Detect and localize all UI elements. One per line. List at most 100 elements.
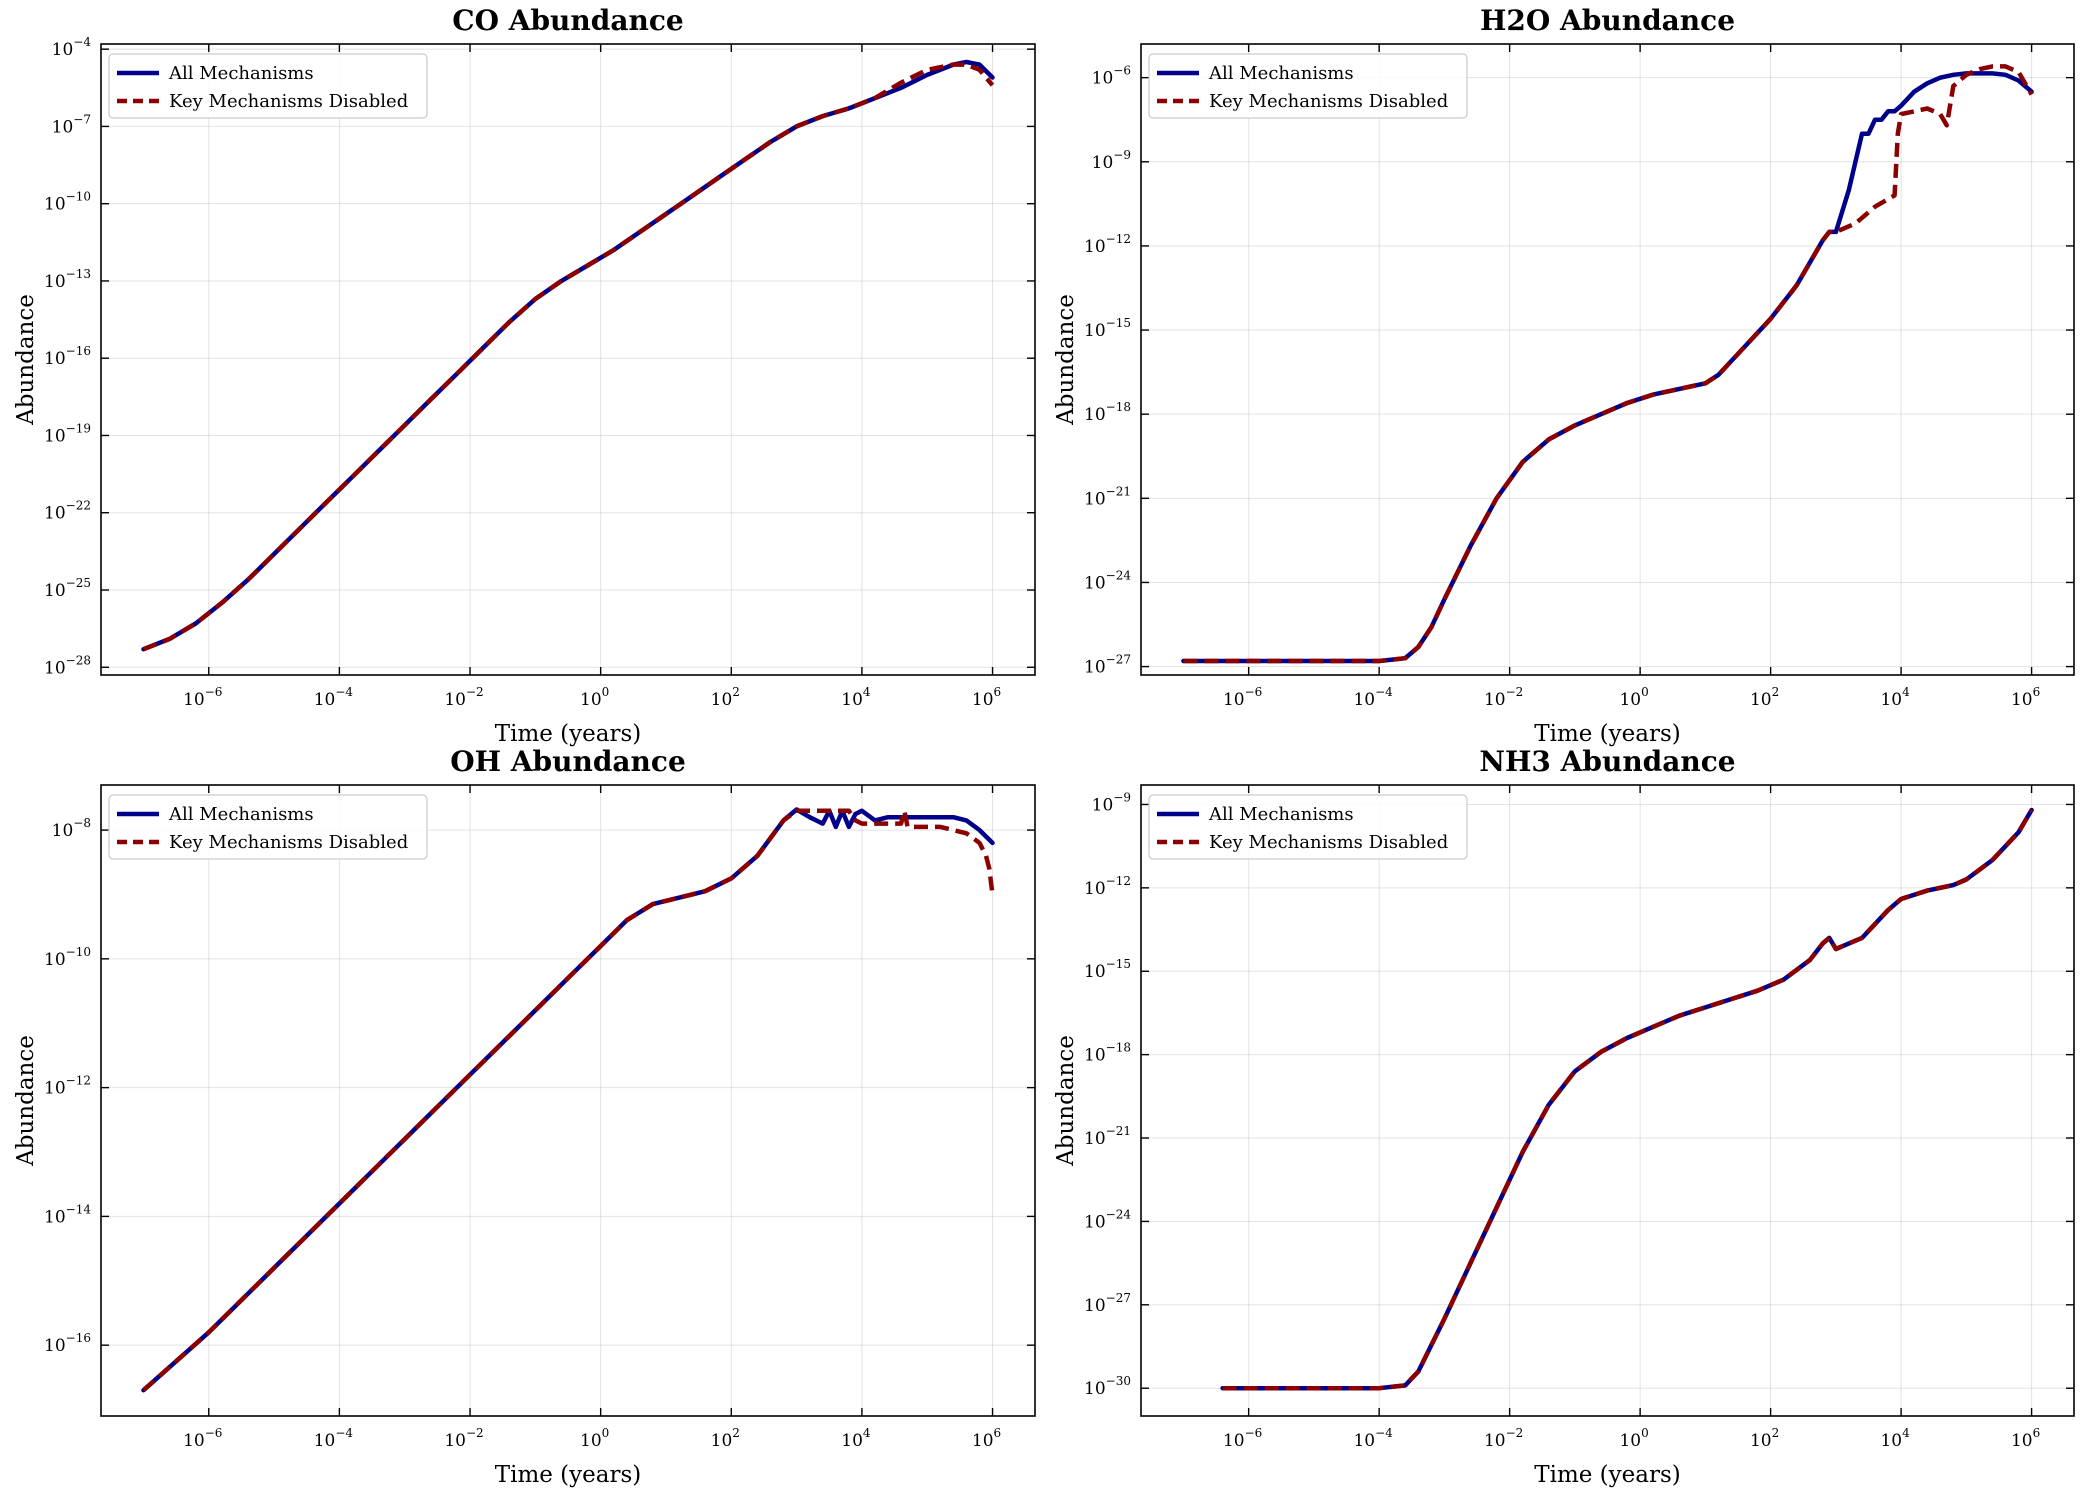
x-tick-label: 102 (711, 685, 740, 710)
x-tick-label: 10−4 (314, 685, 354, 710)
y-tick-label: 10−13 (44, 267, 91, 292)
legend-box (108, 53, 428, 119)
x-axis-label: Time (years) (495, 721, 642, 747)
series-line-key-mechanisms-disabled (142, 62, 995, 652)
y-tick-label: 10−4 (52, 35, 92, 60)
legend-label: All Mechanisms (168, 804, 314, 825)
chart-title: CO Abundance (452, 4, 683, 37)
plot-frame (100, 43, 1036, 676)
chart-title: H2O Abundance (1480, 4, 1735, 37)
x-tick-label: 100 (580, 685, 609, 710)
subplot-2: 10−6 10−4 10−2 100 102 104 106 10−16 10−14 10−12 1… (13, 745, 1036, 1488)
legend-label: All Mechanisms (168, 63, 314, 84)
x-tick-label: 106 (972, 685, 1001, 710)
legend-label: Key Mechanisms Disabled (169, 832, 408, 853)
y-tick-label: 10−12 (44, 1074, 91, 1099)
x-tick-label: 102 (1750, 685, 1779, 710)
y-tick-label: 10−16 (44, 1331, 91, 1356)
legend: All Mechanisms Key Mechanisms Disabled (1148, 53, 1468, 119)
y-tick-label: 10−25 (44, 576, 91, 601)
y-axis-label: Abundance (1053, 294, 1079, 426)
y-tick-label: 10−10 (44, 945, 91, 970)
y-tick-label: 10−8 (52, 816, 91, 841)
x-tick-label: 106 (2011, 685, 2040, 710)
series-line-all-mechanisms (141, 807, 995, 1393)
y-tick-label: 10−15 (1084, 957, 1131, 982)
x-tick-label: 100 (1619, 1426, 1648, 1451)
x-tick-label: 10−4 (1353, 685, 1393, 710)
series-line-key-mechanisms-disabled (142, 808, 995, 1392)
x-tick-label: 10−4 (1353, 1426, 1393, 1451)
y-tick-label: 10−14 (44, 1202, 91, 1227)
y-axis-label: Abundance (13, 1035, 39, 1167)
y-tick-label: 10−18 (1084, 400, 1131, 425)
y-tick-label: 10−15 (1084, 316, 1131, 341)
y-tick-label: 10−28 (44, 653, 91, 678)
y-tick-label: 10−7 (52, 112, 91, 137)
x-tick-label: 10−6 (183, 1426, 222, 1451)
x-tick-label: 10−2 (1484, 1426, 1523, 1451)
y-tick-label: 10−9 (1092, 148, 1131, 173)
y-tick-label: 10−30 (1084, 1374, 1131, 1399)
x-tick-label: 102 (711, 1426, 740, 1451)
x-tick-label: 10−6 (183, 685, 222, 710)
y-tick-label: 10−16 (44, 344, 91, 369)
x-tick-label: 100 (1619, 685, 1648, 710)
y-axis-label: Abundance (1053, 1035, 1079, 1167)
x-tick-label: 100 (580, 1426, 609, 1451)
y-tick-label: 10−12 (1084, 874, 1131, 899)
legend-box (1148, 794, 1468, 860)
x-tick-label: 106 (2011, 1426, 2040, 1451)
x-tick-label: 104 (841, 1426, 871, 1451)
y-tick-label: 10−10 (44, 190, 91, 215)
x-axis-label: Time (years) (495, 1462, 642, 1488)
x-axis-label: Time (years) (1534, 721, 1681, 747)
plot-frame (100, 784, 1036, 1417)
x-tick-label: 104 (841, 685, 871, 710)
y-tick-label: 10−18 (1084, 1041, 1131, 1066)
subplot-0: 10−6 10−4 10−2 100 102 104 106 10−28 10−25 10−22 1… (13, 4, 1036, 747)
y-tick-label: 10−21 (1084, 1124, 1131, 1149)
series-line-all-mechanisms (1220, 807, 2034, 1391)
y-tick-label: 10−27 (1084, 1291, 1131, 1316)
subplot-1: 10−6 10−4 10−2 100 102 104 106 10−27 10−24 10−21 1… (1053, 4, 2075, 747)
x-tick-label: 10−4 (314, 1426, 354, 1451)
y-tick-label: 10−19 (44, 421, 91, 446)
legend-label: All Mechanisms (1208, 63, 1354, 84)
y-tick-label: 10−22 (44, 499, 91, 524)
x-tick-label: 104 (1880, 685, 1910, 710)
legend-label: Key Mechanisms Disabled (1209, 91, 1448, 112)
x-tick-label: 10−2 (444, 1426, 483, 1451)
x-tick-label: 104 (1880, 1426, 1910, 1451)
x-tick-label: 10−6 (1223, 685, 1262, 710)
y-tick-label: 10−27 (1084, 653, 1131, 678)
legend: All Mechanisms Key Mechanisms Disabled (108, 53, 428, 119)
legend-label: All Mechanisms (1208, 804, 1354, 825)
legend-label: Key Mechanisms Disabled (169, 91, 408, 112)
chart-title: OH Abundance (450, 745, 686, 778)
x-tick-label: 10−2 (444, 685, 483, 710)
plot-frame (1140, 43, 2075, 676)
y-tick-label: 10−12 (1084, 232, 1131, 257)
subplot-3: 10−6 10−4 10−2 100 102 104 106 10−30 10−27 10−24 1… (1053, 745, 2075, 1488)
x-tick-label: 10−2 (1484, 685, 1523, 710)
legend-box (108, 794, 428, 860)
y-tick-label: 10−24 (1084, 1207, 1131, 1232)
series-line-all-mechanisms (141, 59, 995, 652)
legend-box (1148, 53, 1468, 119)
y-axis-label: Abundance (13, 294, 39, 426)
series-line-key-mechanisms-disabled (1183, 64, 2034, 664)
y-tick-label: 10−24 (1084, 568, 1131, 593)
legend-label: Key Mechanisms Disabled (1209, 832, 1448, 853)
x-tick-label: 10−6 (1223, 1426, 1262, 1451)
y-tick-label: 10−9 (1092, 790, 1131, 815)
series-line-key-mechanisms-disabled (1222, 808, 2034, 1391)
chart-title: NH3 Abundance (1479, 745, 1735, 778)
plot-frame (1140, 784, 2075, 1417)
y-tick-label: 10−21 (1084, 484, 1131, 509)
x-axis-label: Time (years) (1534, 1462, 1681, 1488)
x-tick-label: 106 (972, 1426, 1001, 1451)
x-tick-label: 102 (1750, 1426, 1779, 1451)
legend: All Mechanisms Key Mechanisms Disabled (1148, 794, 1468, 860)
